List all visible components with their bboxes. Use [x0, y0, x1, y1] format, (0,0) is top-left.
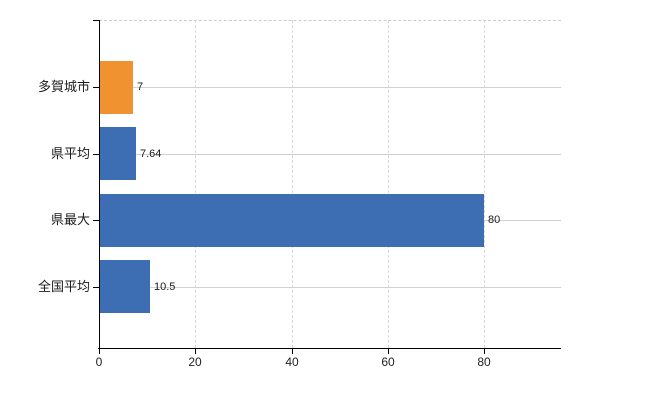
category-label: 県平均 — [50, 146, 90, 161]
bar-row-3 — [99, 260, 150, 313]
x-tick-label: 20 — [188, 355, 202, 369]
x-axis-tick — [195, 349, 196, 354]
bar-row-1 — [99, 127, 136, 180]
vertical-gridline — [388, 20, 389, 348]
horizontal-gridline — [99, 154, 561, 155]
x-axis-tick — [484, 349, 485, 354]
bar-value-label: 7.64 — [140, 148, 162, 160]
vertical-gridline — [292, 20, 293, 348]
x-axis-tick — [99, 349, 100, 354]
x-tick-label: 80 — [477, 355, 491, 369]
plot-top-border — [99, 20, 561, 21]
horizontal-gridline — [99, 287, 561, 288]
y-axis-tick — [93, 87, 99, 88]
bar-value-label: 10.5 — [154, 281, 176, 293]
x-axis-tick — [292, 349, 293, 354]
bar-row-2 — [99, 194, 484, 247]
bar-row-0 — [99, 61, 133, 114]
vertical-gridline — [195, 20, 196, 348]
y-axis-tick — [93, 220, 99, 221]
category-label: 県最大 — [50, 212, 90, 227]
category-label: 全国平均 — [37, 279, 90, 294]
bar-value-label: 7 — [137, 81, 144, 93]
x-tick-label: 40 — [285, 355, 299, 369]
x-axis-tick — [388, 349, 389, 354]
x-tick-label: 60 — [381, 355, 395, 369]
y-axis-end-tick — [93, 20, 99, 21]
x-axis-line — [98, 348, 561, 349]
x-tick-label: 0 — [95, 355, 103, 369]
y-axis-line — [99, 20, 100, 348]
vertical-gridline — [484, 20, 485, 348]
y-axis-tick — [93, 154, 99, 155]
y-axis-tick — [93, 287, 99, 288]
horizontal-gridline — [99, 87, 561, 88]
category-label: 多賀城市 — [37, 79, 90, 94]
bar-value-label: 80 — [488, 214, 501, 226]
